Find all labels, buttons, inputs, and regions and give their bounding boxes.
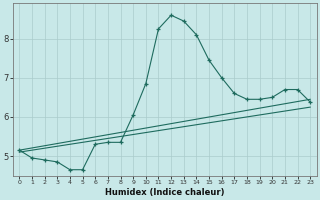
X-axis label: Humidex (Indice chaleur): Humidex (Indice chaleur) [105,188,225,197]
